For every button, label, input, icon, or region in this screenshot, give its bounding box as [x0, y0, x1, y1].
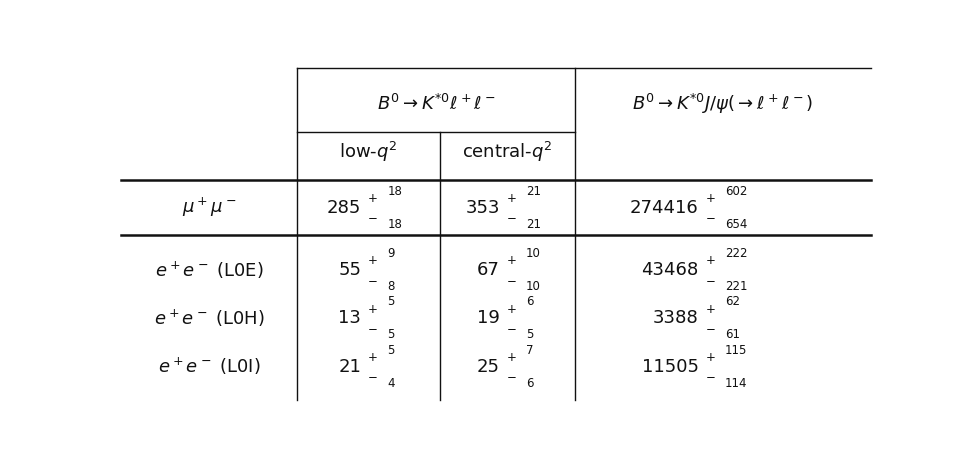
Text: 61: 61	[725, 329, 740, 341]
Text: 6: 6	[527, 295, 533, 308]
Text: 654: 654	[725, 218, 747, 231]
Text: $-$: $-$	[506, 370, 516, 383]
Text: 285: 285	[326, 199, 361, 217]
Text: $-$: $-$	[506, 273, 516, 286]
Text: 10: 10	[527, 280, 541, 293]
Text: $-$: $-$	[367, 211, 378, 223]
Text: 67: 67	[477, 261, 499, 279]
Text: $+$: $+$	[367, 192, 378, 205]
Text: 10: 10	[527, 247, 541, 260]
Text: 8: 8	[387, 280, 395, 293]
Text: 114: 114	[725, 377, 747, 390]
Text: 222: 222	[725, 247, 747, 260]
Text: 7: 7	[527, 343, 533, 357]
Text: 18: 18	[387, 218, 402, 231]
Text: $B^0 \to K^{*0}J/\psi(\to \ell^+\ell^-)$: $B^0 \to K^{*0}J/\psi(\to \ell^+\ell^-)$	[632, 92, 814, 116]
Text: 5: 5	[387, 329, 395, 341]
Text: $e^+e^-$ (L0E): $e^+e^-$ (L0E)	[155, 260, 263, 281]
Text: $-$: $-$	[506, 211, 516, 223]
Text: 4: 4	[387, 377, 395, 390]
Text: 5: 5	[387, 343, 395, 357]
Text: 221: 221	[725, 280, 747, 293]
Text: 43468: 43468	[642, 261, 699, 279]
Text: $e^+e^-$ (L0H): $e^+e^-$ (L0H)	[154, 308, 264, 329]
Text: 9: 9	[387, 247, 395, 260]
Text: $+$: $+$	[705, 303, 715, 316]
Text: 353: 353	[466, 199, 499, 217]
Text: 5: 5	[527, 329, 533, 341]
Text: $+$: $+$	[705, 192, 715, 205]
Text: $e^+e^-$ (L0I): $e^+e^-$ (L0I)	[158, 356, 260, 378]
Text: $+$: $+$	[367, 351, 378, 364]
Text: 21: 21	[338, 358, 361, 376]
Text: 3388: 3388	[652, 309, 699, 327]
Text: 13: 13	[338, 309, 361, 327]
Text: 62: 62	[725, 295, 740, 308]
Text: $\mu^+\mu^-$: $\mu^+\mu^-$	[182, 196, 236, 220]
Text: 21: 21	[527, 185, 541, 198]
Text: $-$: $-$	[705, 211, 715, 223]
Text: 274416: 274416	[630, 199, 699, 217]
Text: $+$: $+$	[705, 254, 715, 267]
Text: 55: 55	[338, 261, 361, 279]
Text: $+$: $+$	[367, 254, 378, 267]
Text: $+$: $+$	[506, 254, 516, 267]
Text: $+$: $+$	[705, 351, 715, 364]
Text: $-$: $-$	[367, 273, 378, 286]
Text: 25: 25	[477, 358, 499, 376]
Text: 19: 19	[477, 309, 499, 327]
Text: 602: 602	[725, 185, 747, 198]
Text: $-$: $-$	[367, 370, 378, 383]
Text: 115: 115	[725, 343, 747, 357]
Text: $-$: $-$	[705, 273, 715, 286]
Text: $+$: $+$	[367, 303, 378, 316]
Text: $-$: $-$	[705, 321, 715, 334]
Text: $-$: $-$	[367, 321, 378, 334]
Text: 5: 5	[387, 295, 395, 308]
Text: $+$: $+$	[506, 192, 516, 205]
Text: $+$: $+$	[506, 351, 516, 364]
Text: central-$q^2$: central-$q^2$	[462, 141, 553, 164]
Text: 18: 18	[387, 185, 402, 198]
Text: $+$: $+$	[506, 303, 516, 316]
Text: 21: 21	[527, 218, 541, 231]
Text: $B^0 \to K^{*0}\ell^+\ell^-$: $B^0 \to K^{*0}\ell^+\ell^-$	[377, 94, 496, 114]
Text: $-$: $-$	[506, 321, 516, 334]
Text: low-$q^2$: low-$q^2$	[340, 141, 398, 164]
Text: 11505: 11505	[642, 358, 699, 376]
Text: $-$: $-$	[705, 370, 715, 383]
Text: 6: 6	[527, 377, 533, 390]
